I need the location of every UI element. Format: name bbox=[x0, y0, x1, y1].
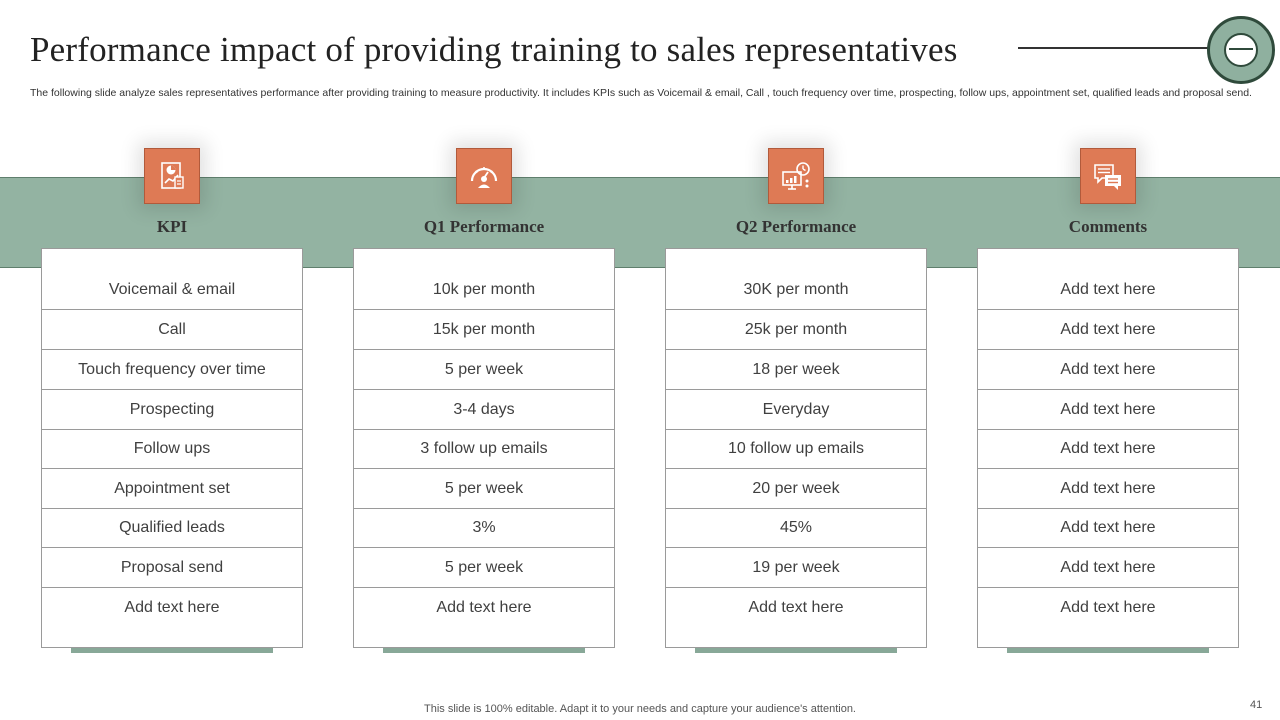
slide-description: The following slide analyze sales repres… bbox=[30, 87, 1252, 99]
column-header-q1: Q1 Performance bbox=[423, 217, 545, 236]
table-cell: Call bbox=[42, 310, 302, 350]
table-cell: Add text here bbox=[978, 390, 1238, 430]
table-cell: 18 per week bbox=[666, 350, 926, 390]
table-cell: 15k per month bbox=[354, 310, 614, 350]
table-cell: 5 per week bbox=[354, 469, 614, 509]
table-cell: Add text here bbox=[978, 548, 1238, 588]
table-cell: Add text here bbox=[124, 599, 220, 616]
column-header-q2: Q2 Performance bbox=[735, 217, 857, 236]
decorative-inner-circle bbox=[1224, 33, 1258, 67]
table-cell: 5 per week bbox=[354, 548, 614, 588]
comments-card: Add text here Add text here Add text her… bbox=[977, 248, 1239, 648]
table-cell: Add text here bbox=[978, 310, 1238, 350]
slide-footer: This slide is 100% editable. Adapt it to… bbox=[424, 703, 856, 715]
table-cell: Everyday bbox=[666, 390, 926, 430]
document-chart-icon bbox=[144, 148, 200, 204]
q2-card: 30K per month 25k per month 18 per week … bbox=[665, 248, 927, 648]
table-cell: 10k per month bbox=[354, 270, 614, 310]
table-cell: 45% bbox=[666, 508, 926, 548]
table-cell: Prospecting bbox=[42, 390, 302, 430]
table-cell: Add text here bbox=[436, 599, 532, 616]
table-cell: Qualified leads bbox=[42, 508, 302, 548]
table-cell: Follow ups bbox=[42, 429, 302, 469]
table-cell: Add text here bbox=[978, 429, 1238, 469]
table-cell: Appointment set bbox=[42, 469, 302, 509]
chat-bubbles-icon bbox=[1080, 148, 1136, 204]
q1-card: 10k per month 15k per month 5 per week 3… bbox=[353, 248, 615, 648]
table-cell: Add text here bbox=[978, 350, 1238, 390]
table-cell: 5 per week bbox=[354, 350, 614, 390]
table-cell: Add text here bbox=[1060, 599, 1156, 616]
table-cell: 30K per month bbox=[666, 270, 926, 310]
column-kpi: KPI Voicemail & email Call Touch frequen… bbox=[41, 0, 303, 720]
table-cell: Voicemail & email bbox=[42, 270, 302, 310]
column-q1-performance: Q1 Performance 10k per month 15k per mon… bbox=[353, 0, 615, 720]
card-base-bar bbox=[695, 648, 897, 653]
table-cell: Add text here bbox=[978, 469, 1238, 509]
card-base-bar bbox=[71, 648, 273, 653]
table-cell: Add text here bbox=[978, 270, 1238, 310]
slide-title: Performance impact of providing training… bbox=[30, 30, 958, 69]
page-number: 41 bbox=[1250, 699, 1263, 711]
decorative-circle-line bbox=[1229, 48, 1253, 50]
table-cell: 20 per week bbox=[666, 469, 926, 509]
column-comments: Comments Add text here Add text here Add… bbox=[977, 0, 1239, 720]
title-divider-line bbox=[1018, 47, 1210, 49]
speedometer-user-icon bbox=[456, 148, 512, 204]
table-cell: 25k per month bbox=[666, 310, 926, 350]
table-cell: Add text here bbox=[748, 599, 844, 616]
column-header-kpi: KPI bbox=[156, 217, 188, 236]
table-cell: 3 follow up emails bbox=[354, 429, 614, 469]
column-header-comments: Comments bbox=[1068, 217, 1148, 236]
monitor-growth-icon bbox=[768, 148, 824, 204]
table-cell: 3-4 days bbox=[354, 390, 614, 430]
table-cell: 10 follow up emails bbox=[666, 429, 926, 469]
card-base-bar bbox=[383, 648, 585, 653]
column-q2-performance: Q2 Performance 30K per month 25k per mon… bbox=[665, 0, 927, 720]
table-cell: Add text here bbox=[978, 508, 1238, 548]
table-cell: 3% bbox=[354, 508, 614, 548]
kpi-card: Voicemail & email Call Touch frequency o… bbox=[41, 248, 303, 648]
table-cell: Proposal send bbox=[42, 548, 302, 588]
table-cell: Touch frequency over time bbox=[42, 350, 302, 390]
table-cell: 19 per week bbox=[666, 548, 926, 588]
card-base-bar bbox=[1007, 648, 1209, 653]
